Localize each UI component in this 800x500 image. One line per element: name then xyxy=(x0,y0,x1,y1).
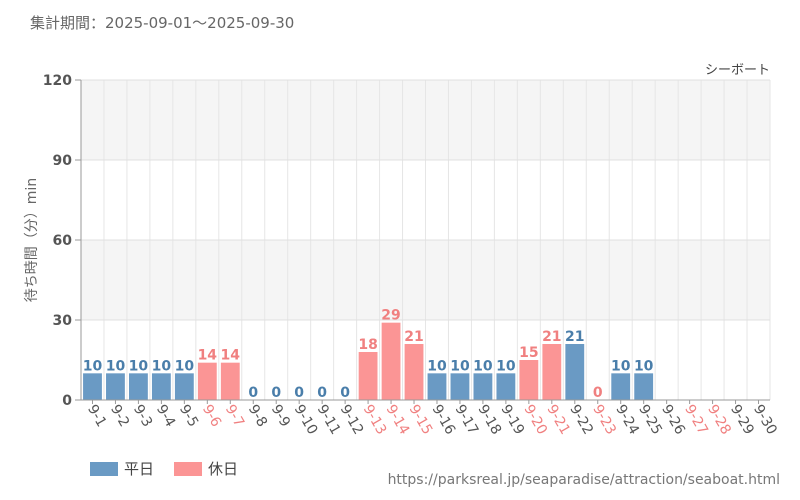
data-label-9-15: 21 xyxy=(404,329,423,345)
x-tick-label-9-7: 9-7 xyxy=(222,402,247,430)
x-tick-label-9-8: 9-8 xyxy=(245,402,270,430)
x-tick-label-9-16: 9-16 xyxy=(429,402,459,438)
legend-holiday-swatch xyxy=(174,461,203,476)
bar-9-3 xyxy=(129,373,148,400)
bar-9-15 xyxy=(404,344,424,400)
x-tick-label-9-23: 9-23 xyxy=(589,402,619,438)
data-label-9-18: 10 xyxy=(473,358,493,374)
x-tick-label-9-9: 9-9 xyxy=(268,402,293,430)
bar-9-25 xyxy=(634,373,654,400)
x-tick-label-9-24: 9-24 xyxy=(612,402,642,438)
legend-weekday-swatch xyxy=(90,461,118,476)
y-tick-label: 0 xyxy=(62,393,72,409)
data-label-9-19: 10 xyxy=(496,358,516,374)
legend-holiday[interactable]: 休日 xyxy=(174,458,238,479)
x-tick-label-9-21: 9-21 xyxy=(543,402,573,438)
y-tick-label: 60 xyxy=(53,233,73,249)
legend-holiday-label: 休日 xyxy=(208,460,239,478)
bar-9-24 xyxy=(611,373,631,400)
bar-9-22 xyxy=(565,344,585,400)
period-label: 集計期間：2025-09-01～2025-09-30 xyxy=(30,14,295,32)
bar-9-2 xyxy=(106,373,125,400)
bar-9-1 xyxy=(83,373,102,400)
x-tick-label-9-27: 9-27 xyxy=(681,402,711,438)
data-label-9-20: 15 xyxy=(519,345,538,361)
bar-9-14 xyxy=(381,322,401,400)
legend-weekday-label: 平日 xyxy=(124,460,155,478)
data-label-9-7: 14 xyxy=(221,348,241,364)
data-label-9-21: 21 xyxy=(542,329,561,345)
bar-9-7 xyxy=(220,362,240,400)
x-tick-label-9-26: 9-26 xyxy=(658,402,688,438)
x-tick-label-9-30: 9-30 xyxy=(750,402,780,438)
bar-9-20 xyxy=(519,360,539,400)
data-label-9-22: 21 xyxy=(565,329,584,345)
bar-9-5 xyxy=(174,373,194,400)
data-label-9-3: 10 xyxy=(129,358,149,374)
data-label-9-1: 10 xyxy=(83,358,103,374)
x-tick-label-9-19: 9-19 xyxy=(497,402,527,438)
data-label-9-4: 10 xyxy=(152,358,172,374)
data-label-9-14: 29 xyxy=(381,308,400,324)
bar-9-18 xyxy=(473,373,493,400)
x-tick-label-9-20: 9-20 xyxy=(520,402,550,438)
data-label-9-23: 0 xyxy=(593,385,603,401)
data-label-9-24: 10 xyxy=(611,358,631,374)
x-tick-label-9-3: 9-3 xyxy=(130,402,155,430)
data-label-9-6: 14 xyxy=(198,348,218,364)
data-label-9-8: 0 xyxy=(248,385,258,401)
y-tick-label: 90 xyxy=(53,153,73,169)
legend: 平日 休日 xyxy=(90,458,238,479)
source-url[interactable]: https://parksreal.jp/seaparadise/attract… xyxy=(387,472,780,488)
bar-9-6 xyxy=(197,362,217,400)
data-label-9-13: 18 xyxy=(358,337,377,353)
x-tick-label-9-15: 9-15 xyxy=(406,402,436,438)
bar-9-13 xyxy=(358,352,378,400)
x-tick-label-9-4: 9-4 xyxy=(153,402,178,430)
legend-weekday[interactable]: 平日 xyxy=(90,458,154,479)
x-tick-label-9-11: 9-11 xyxy=(314,402,344,438)
x-tick-label-9-17: 9-17 xyxy=(451,402,481,438)
bar-9-21 xyxy=(542,344,562,400)
data-label-9-2: 10 xyxy=(106,358,126,374)
data-label-9-11: 0 xyxy=(317,385,327,401)
x-tick-label-9-28: 9-28 xyxy=(704,402,734,438)
x-tick-label-9-18: 9-18 xyxy=(474,402,504,438)
bar-9-19 xyxy=(496,373,516,400)
x-tick-label-9-12: 9-12 xyxy=(337,402,367,438)
data-label-9-16: 10 xyxy=(427,358,447,374)
x-tick-label-9-22: 9-22 xyxy=(566,402,596,438)
bar-9-4 xyxy=(151,373,171,400)
x-tick-label-9-1: 9-1 xyxy=(84,402,109,430)
data-label-9-25: 10 xyxy=(634,358,654,374)
bar-9-17 xyxy=(450,373,470,400)
x-tick-label-9-5: 9-5 xyxy=(176,402,201,430)
y-axis-title: 待ち時間（分）min xyxy=(24,178,40,302)
y-tick-label: 120 xyxy=(43,73,72,89)
x-tick-label-9-6: 9-6 xyxy=(199,402,224,430)
data-label-9-10: 0 xyxy=(294,385,304,401)
chart-title: シーボート xyxy=(705,63,770,78)
y-tick-label: 30 xyxy=(53,313,73,329)
data-label-9-12: 0 xyxy=(340,385,350,401)
x-tick-label-9-14: 9-14 xyxy=(383,402,413,438)
data-label-9-5: 10 xyxy=(175,358,195,374)
x-tick-label-9-29: 9-29 xyxy=(727,402,757,438)
x-tick-label-9-13: 9-13 xyxy=(360,402,390,438)
data-label-9-17: 10 xyxy=(450,358,470,374)
x-tick-label-9-25: 9-25 xyxy=(635,402,665,438)
x-tick-label-9-10: 9-10 xyxy=(291,402,321,438)
data-label-9-9: 0 xyxy=(271,385,281,401)
bar-9-16 xyxy=(427,373,447,400)
x-tick-label-9-2: 9-2 xyxy=(107,402,132,430)
